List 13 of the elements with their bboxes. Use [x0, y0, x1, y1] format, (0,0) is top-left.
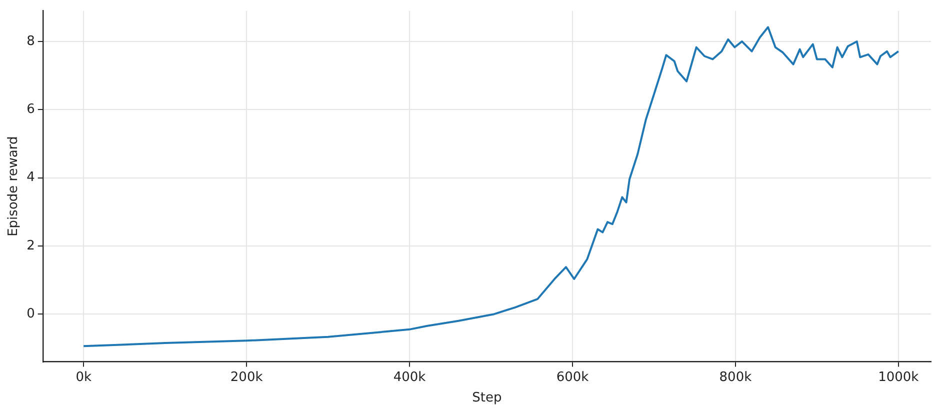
x-tick-label: 600k [556, 370, 590, 385]
y-tick-label: 8 [26, 34, 35, 49]
x-tick-label: 400k [393, 370, 426, 385]
y-tick-label: 0 [26, 306, 35, 322]
x-tick-label: 800k [719, 370, 752, 385]
x-tick-label: 1000k [878, 370, 920, 385]
x-tick-label: 200k [230, 370, 264, 385]
x-tick-label: 0k [76, 370, 92, 385]
x-axis-title: Step [472, 390, 502, 406]
y-tick-label: 4 [26, 170, 35, 186]
y-tick-label: 2 [26, 238, 35, 254]
y-tick-label: 6 [26, 102, 35, 117]
y-axis-title: Episode reward [6, 136, 22, 236]
